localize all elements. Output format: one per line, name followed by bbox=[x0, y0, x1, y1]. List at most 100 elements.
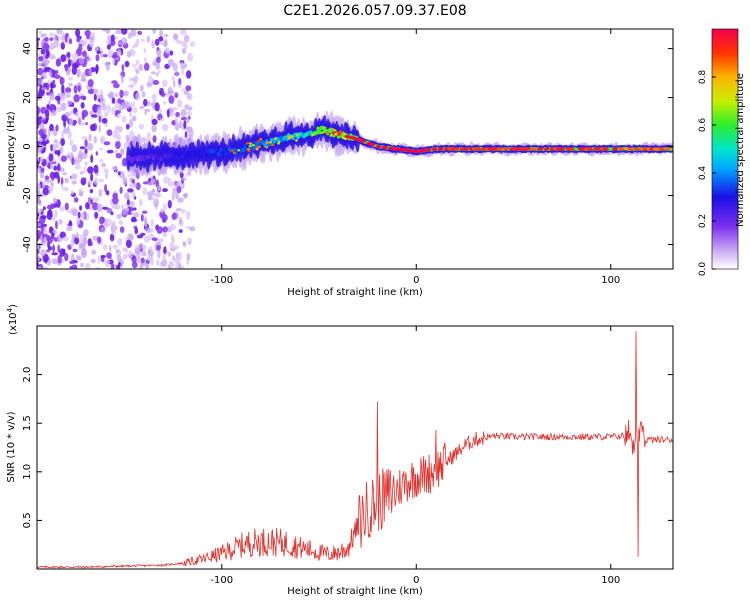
noise-blob bbox=[118, 219, 124, 225]
noise-blob bbox=[43, 226, 47, 232]
noise-blob bbox=[106, 129, 113, 136]
noise-blob bbox=[136, 38, 140, 44]
noise-blob bbox=[159, 87, 164, 92]
noise-blob bbox=[100, 135, 106, 144]
noise-blob bbox=[40, 106, 47, 114]
noise-blob bbox=[152, 80, 160, 85]
noise-blob bbox=[80, 72, 86, 81]
snr-panel: -100 0 100 0.5 1.0 1.5 2.0 Height of straight… bbox=[6, 304, 674, 597]
noise-blob bbox=[147, 100, 151, 107]
noise-blob bbox=[100, 49, 104, 59]
noise-blob bbox=[88, 68, 93, 76]
ridge-core bbox=[314, 130, 319, 135]
noise-blob bbox=[178, 78, 182, 85]
noise-blob bbox=[90, 241, 93, 246]
ridge-peak bbox=[602, 147, 609, 151]
noise-blob bbox=[172, 187, 176, 194]
noise-blob bbox=[182, 241, 186, 246]
noise-blob bbox=[124, 236, 131, 240]
noise-blob bbox=[44, 37, 49, 42]
noise-blob bbox=[186, 110, 193, 117]
noise-blob bbox=[139, 198, 143, 207]
noise-blob bbox=[141, 38, 145, 42]
noise-blob bbox=[171, 75, 175, 82]
spectrogram-frame bbox=[36, 28, 674, 270]
noise-blob bbox=[168, 95, 175, 104]
noise-blob bbox=[90, 154, 94, 164]
noise-blob bbox=[85, 262, 91, 269]
noise-blob bbox=[132, 106, 138, 114]
noise-blob bbox=[127, 250, 134, 259]
noise-blob bbox=[135, 182, 141, 191]
noise-blob bbox=[144, 227, 152, 233]
noise-blob bbox=[43, 69, 48, 73]
noise-blob bbox=[134, 247, 141, 255]
noise-blob bbox=[98, 178, 105, 183]
ridge-peak bbox=[273, 137, 277, 140]
noise-blob bbox=[79, 95, 87, 100]
ridge-peak bbox=[276, 142, 281, 145]
noise-blob bbox=[185, 70, 192, 79]
noise-blob bbox=[62, 236, 69, 242]
noise-blob bbox=[64, 177, 69, 184]
noise-blob bbox=[163, 33, 169, 38]
snr-frame bbox=[36, 325, 674, 570]
noise-blob bbox=[112, 220, 116, 230]
ridge-peak bbox=[587, 147, 594, 151]
noise-blob bbox=[120, 74, 124, 84]
noise-blob bbox=[128, 182, 136, 188]
noise-blob bbox=[68, 82, 73, 87]
noise-blob bbox=[187, 237, 192, 246]
noise-blob bbox=[62, 172, 67, 176]
ridge-core bbox=[187, 153, 191, 158]
noise-blob bbox=[81, 211, 86, 220]
noise-blob bbox=[37, 62, 43, 67]
noise-blob bbox=[90, 114, 98, 118]
noise-blob bbox=[84, 139, 88, 148]
noise-blob bbox=[154, 192, 162, 198]
noise-blob bbox=[116, 49, 122, 57]
noise-blob bbox=[70, 239, 75, 248]
noise-blob bbox=[127, 84, 135, 88]
noise-blob bbox=[70, 189, 74, 195]
noise-blob bbox=[73, 94, 80, 103]
noise-blob bbox=[116, 134, 122, 142]
noise-blob bbox=[91, 249, 97, 255]
ridge-peak bbox=[475, 147, 482, 151]
noise-blob bbox=[163, 40, 168, 48]
noise-blob bbox=[156, 46, 160, 51]
noise-blob bbox=[119, 226, 125, 234]
noise-blob bbox=[94, 211, 99, 219]
noise-blob bbox=[115, 92, 118, 98]
ridge-core bbox=[207, 148, 212, 154]
noise-blob bbox=[49, 92, 55, 101]
ridge-peak bbox=[618, 147, 625, 151]
noise-blob bbox=[62, 186, 69, 192]
noise-blob bbox=[139, 264, 144, 269]
noise-blob bbox=[53, 171, 60, 179]
noise-blob bbox=[140, 232, 146, 236]
noise-blob bbox=[93, 93, 97, 101]
noise-blob bbox=[150, 71, 156, 75]
noise-blob bbox=[83, 236, 88, 246]
noise-blob bbox=[156, 226, 163, 234]
noise-blob bbox=[162, 176, 170, 184]
noise-blob bbox=[71, 157, 75, 166]
noise-blob bbox=[151, 118, 158, 125]
noise-blob bbox=[53, 33, 58, 42]
noise-blob bbox=[49, 123, 54, 132]
noise-blob bbox=[187, 52, 194, 62]
noise-blob bbox=[173, 80, 176, 88]
noise-blob bbox=[112, 58, 116, 67]
noise-blob bbox=[60, 138, 65, 147]
noise-blob bbox=[158, 36, 164, 42]
noise-blob bbox=[161, 214, 168, 222]
noise-blob bbox=[49, 226, 54, 232]
noise-blob bbox=[127, 211, 132, 215]
colorbar-label: Normalized spectral amplitude bbox=[735, 73, 746, 227]
noise-blob bbox=[122, 157, 128, 167]
noise-blob bbox=[175, 191, 179, 200]
noise-blob bbox=[110, 211, 114, 216]
ridge-peak bbox=[537, 147, 544, 151]
ridge-peak bbox=[323, 126, 327, 129]
